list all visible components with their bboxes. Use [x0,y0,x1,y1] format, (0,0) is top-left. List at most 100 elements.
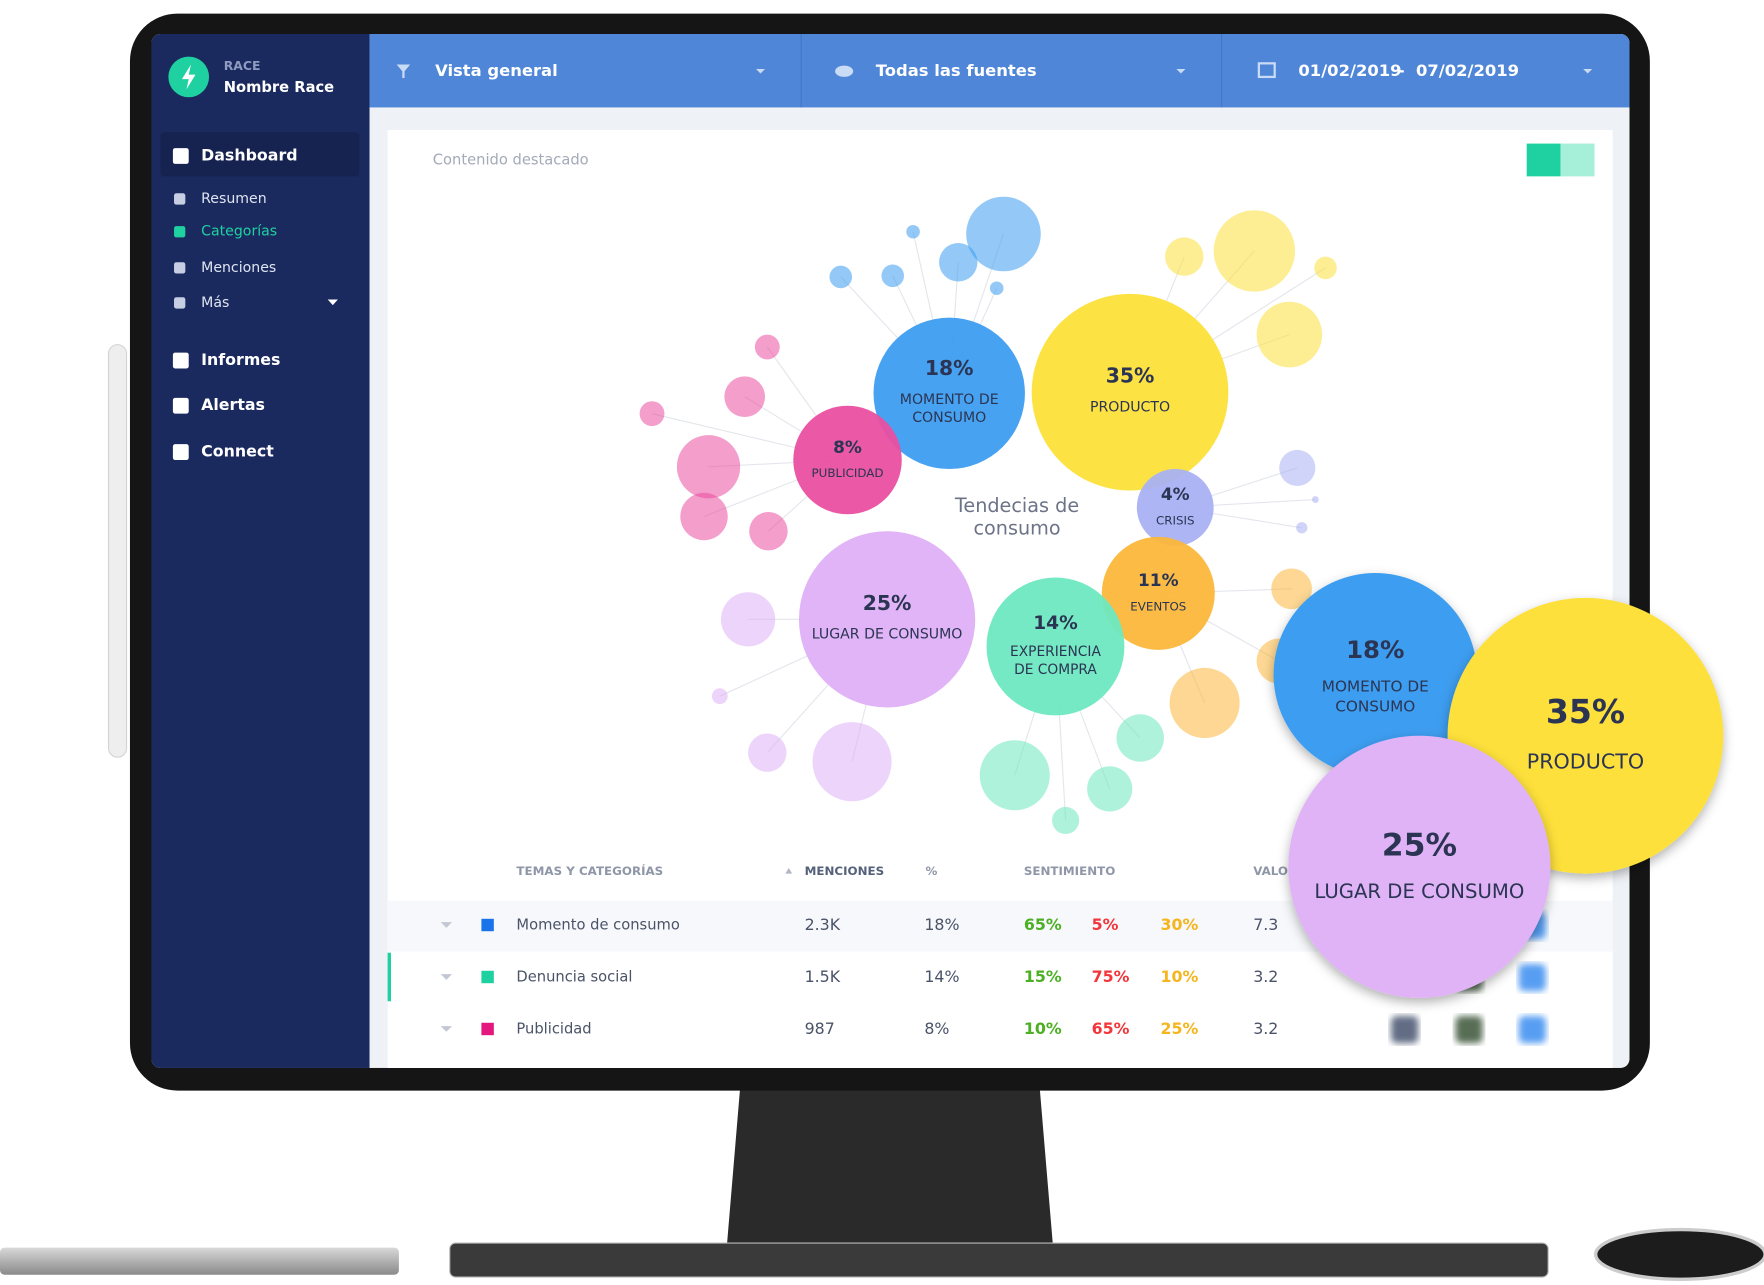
bubble-percent: 8% [833,437,862,457]
table-cell: 10% [1024,1019,1062,1038]
zoom-bubble[interactable] [1273,573,1477,777]
dropdown-caret[interactable] [756,69,766,74]
minor-bubble[interactable] [639,401,665,427]
category-bubble[interactable] [1101,536,1215,650]
minor-bubble[interactable] [1296,522,1308,534]
table-cell: 75% [1092,967,1130,986]
menu-item[interactable]: Categorías [201,224,277,240]
menu-item[interactable]: Alertas [201,395,265,414]
minor-bubble[interactable] [1271,568,1312,610]
table-cell: Denuncia social [516,969,632,986]
minor-bubble[interactable] [724,376,766,418]
category-color [481,918,494,932]
menu-icon [174,226,186,238]
table-cell: 2.3K [805,915,841,934]
bubble-label: MOMENTO DE [900,392,999,408]
table-cell: 18% [924,915,959,934]
zoom-bubble[interactable] [1288,735,1551,998]
minor-bubble[interactable] [1279,449,1316,486]
table-cell: 3.2 [1253,1019,1278,1038]
minor-bubble[interactable] [1165,237,1204,276]
bubble-view-button[interactable] [1526,143,1561,177]
minor-bubble[interactable] [906,224,920,239]
table-cell: Publicidad [516,1021,591,1038]
blurred-icon [1391,1015,1419,1044]
line-view-button[interactable] [1560,143,1595,177]
minor-bubble[interactable] [749,511,788,551]
category-bubble[interactable] [873,317,1025,470]
topbar-text[interactable]: - [1398,61,1405,80]
expand-caret[interactable] [440,1026,453,1032]
minor-bubble[interactable] [748,733,787,772]
category-color [481,970,494,984]
minor-bubble[interactable] [720,592,776,647]
filter-icon [396,64,411,79]
menu-item[interactable]: Connect [201,442,274,461]
sort-icon[interactable] [785,867,793,874]
menu-icon [174,262,186,274]
center-label: consumo [973,516,1060,539]
minor-bubble[interactable] [812,722,892,802]
minor-bubble[interactable] [711,688,728,705]
table-cell: 25% [1161,1019,1199,1038]
dropdown-caret[interactable] [1176,69,1186,74]
cloud-icon [835,65,854,77]
dropdown-caret[interactable] [1583,69,1593,74]
minor-bubble[interactable] [1256,301,1323,368]
minor-bubble[interactable] [1052,806,1080,835]
minor-bubble[interactable] [829,265,853,289]
trackpad [0,1247,399,1275]
category-bubble[interactable] [793,405,902,515]
menu-item[interactable]: Resumen [201,191,267,207]
minor-bubble[interactable] [1116,714,1164,762]
minor-bubble[interactable] [979,740,1050,811]
category-color [481,1022,494,1036]
bubble-label: PUBLICIDAD [812,466,884,480]
zoom-callout: 18% MOMENTO DE CONSUMO 35% PRODUCTO 25% LUGAR … [1273,573,1724,998]
menu-item[interactable]: Más [201,295,229,311]
bubble-label: EVENTOS [1130,599,1186,613]
minor-bubble[interactable] [1169,667,1240,738]
topbar-text[interactable]: 01/02/2019 [1298,61,1401,80]
category-bubble[interactable] [1031,293,1229,491]
bubble-label: CONSUMO [1335,698,1415,716]
menu-item[interactable]: Informes [201,350,280,369]
menu-icon [172,352,189,369]
minor-bubble[interactable] [676,435,741,499]
menu-icon [172,444,189,460]
table-header: SENTIMIENTO [1024,864,1115,878]
category-bubble[interactable] [986,577,1125,716]
brand-label: RACE [224,58,261,73]
table-header: % [926,864,938,878]
topbar-text[interactable]: 07/02/2019 [1416,61,1519,80]
minor-bubble[interactable] [989,281,1004,296]
table-header: TEMAS Y CATEGORÍAS [516,863,663,878]
topbar-text[interactable]: Vista general [435,61,558,80]
minor-bubble[interactable] [1213,210,1296,292]
expand-caret[interactable] [440,922,453,928]
category-bubble[interactable] [1136,469,1214,546]
bubble-label: EXPERIENCIA [1010,644,1101,660]
bubble-label: CRISIS [1156,514,1195,528]
minor-bubble[interactable] [1087,766,1133,812]
brand-name: Nombre Race [224,79,334,96]
minor-bubble[interactable] [680,492,728,541]
minor-bubble[interactable] [881,264,905,288]
minor-bubble[interactable] [1314,256,1337,280]
mouse [1593,1227,1764,1281]
menu-item[interactable]: Dashboard [201,146,297,165]
minor-bubble[interactable] [754,334,780,360]
expand-caret[interactable] [440,974,453,980]
menu-item[interactable]: Menciones [201,260,276,276]
row-indicator [387,952,391,1002]
topbar-text[interactable]: Todas las fuentes [876,61,1037,80]
calendar-icon [1257,62,1276,79]
minor-bubble[interactable] [939,243,978,282]
category-bubble[interactable] [798,531,976,708]
minor-bubble[interactable] [966,196,1041,272]
table-cell: 15% [1024,967,1062,986]
table-header: MENCIONES [805,864,885,878]
minor-bubble[interactable] [1311,496,1319,503]
